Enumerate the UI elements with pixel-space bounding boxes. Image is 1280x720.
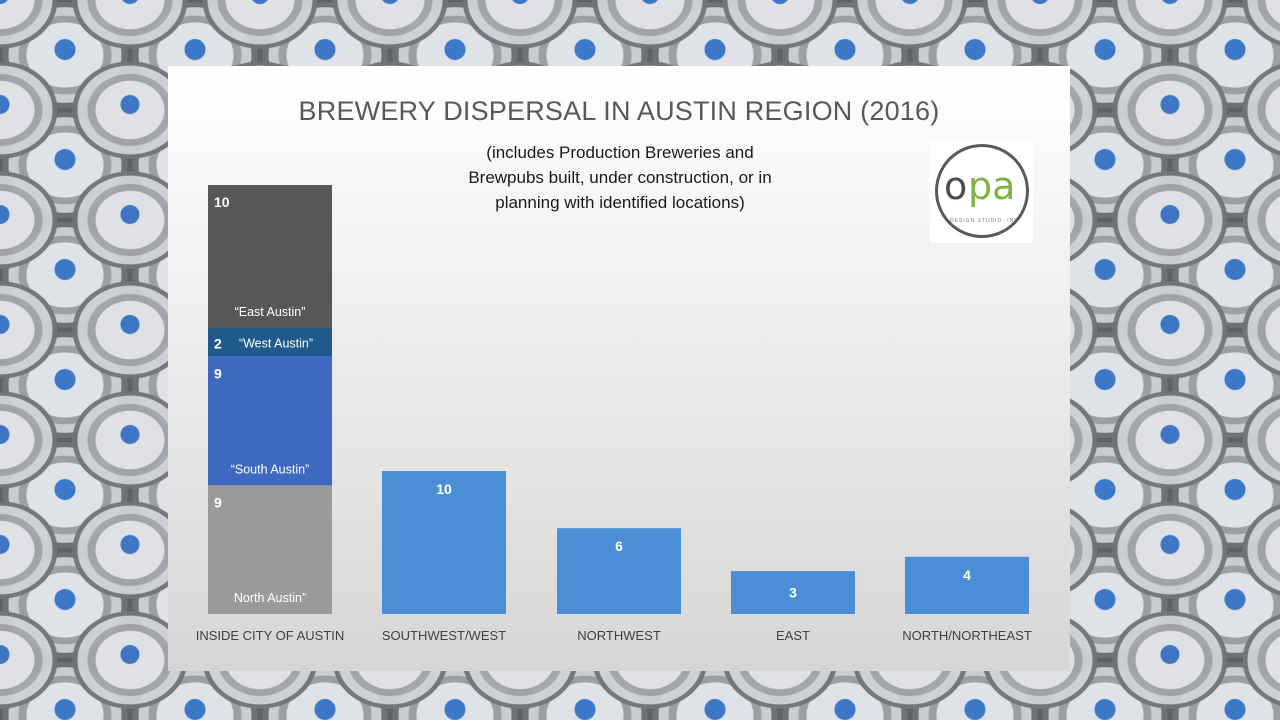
stack-value-label-2: 2: [214, 335, 222, 351]
logo-ring: [935, 144, 1029, 238]
bar-4: [905, 556, 1029, 614]
bar-3: [731, 571, 855, 614]
stack-name-label-3: “East Austin”: [235, 305, 306, 319]
logo-tagline: DESIGN STUDIO, INC.: [950, 218, 1022, 224]
category-label-0: INSIDE CITY OF AUSTIN: [196, 628, 345, 643]
category-label-1: SOUTHWEST/WEST: [382, 628, 506, 643]
stack-segment-1: [208, 356, 332, 486]
stack-name-label-2: “West Austin”: [239, 336, 313, 350]
stack-name-label-1: “South Austin”: [231, 462, 310, 476]
bar-2: [557, 528, 681, 614]
chart-title: BREWERY DISPERSAL IN AUSTIN REGION (2016…: [298, 96, 940, 126]
stack-segment-0: [208, 485, 332, 614]
subtitle-line-2: Brewpubs built, under construction, or i…: [468, 168, 772, 187]
bar-value-label-4: 4: [963, 567, 971, 583]
category-label-2: NORTHWEST: [577, 628, 661, 643]
stack-segment-3: [208, 185, 332, 328]
stack-value-label-3: 10: [214, 194, 230, 210]
subtitle-line-1: (includes Production Breweries and: [486, 143, 754, 162]
logo-mark-o: o: [944, 164, 968, 208]
stack-value-label-1: 9: [214, 366, 222, 382]
bar-value-label-3: 3: [789, 585, 797, 601]
category-label-3: EAST: [776, 628, 810, 643]
subtitle-line-3: planning with identified locations): [495, 193, 745, 212]
bar-1: [382, 471, 506, 614]
bar-value-label-2: 6: [615, 538, 623, 554]
stack-value-label-0: 9: [214, 494, 222, 510]
chart-subtitle: (includes Production Breweries and Brewp…: [410, 140, 830, 215]
stack-name-label-0: North Austin”: [234, 591, 306, 605]
stack-segment-2: [208, 328, 332, 357]
bar-value-label-1: 10: [436, 481, 452, 497]
category-label-4: NORTH/NORTHEAST: [902, 628, 1032, 643]
opa-logo: o pa DESIGN STUDIO, INC.: [930, 140, 1033, 243]
logo-mark-pa: pa: [968, 164, 1016, 208]
